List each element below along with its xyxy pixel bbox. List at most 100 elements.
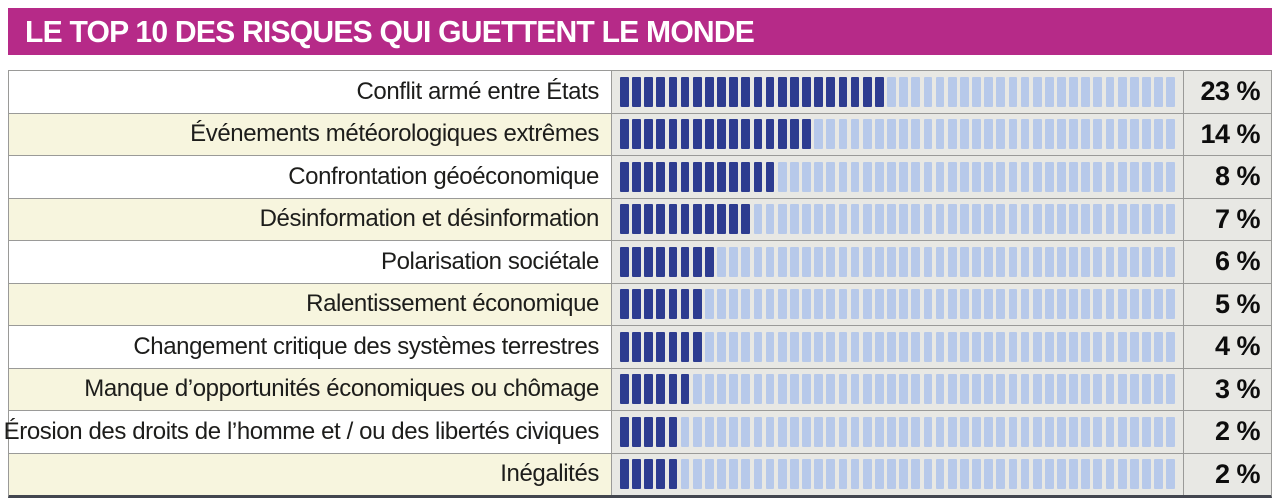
segment-filled xyxy=(668,246,678,277)
segment-filled xyxy=(765,161,775,192)
segment-empty xyxy=(814,459,823,490)
segment-empty xyxy=(1057,416,1066,447)
segment-empty xyxy=(850,416,860,447)
segment-filled xyxy=(620,416,629,447)
segment-empty xyxy=(765,459,775,490)
segment-empty xyxy=(704,416,714,447)
segment-empty xyxy=(1044,119,1054,150)
segment-empty xyxy=(911,289,921,320)
segment-empty xyxy=(814,374,823,405)
segment-empty xyxy=(862,331,872,362)
segment-empty xyxy=(972,204,981,235)
segment-empty xyxy=(1057,161,1066,192)
risk-label: Confrontation géoéconomique xyxy=(9,156,612,198)
segment-bar xyxy=(620,331,1176,362)
segment-empty xyxy=(984,161,993,192)
segment-filled xyxy=(741,119,751,150)
segment-filled xyxy=(668,204,678,235)
segment-empty xyxy=(1154,76,1163,107)
segment-filled xyxy=(680,204,690,235)
segment-empty xyxy=(789,204,799,235)
segment-empty xyxy=(1166,76,1176,107)
segment-empty xyxy=(838,204,848,235)
segment-empty xyxy=(1117,246,1127,277)
segment-empty xyxy=(959,416,969,447)
segment-empty xyxy=(1008,76,1018,107)
segment-filled xyxy=(632,331,641,362)
segment-empty xyxy=(1105,246,1115,277)
title-banner: LE TOP 10 DES RISQUES QUI GUETTENT LE MO… xyxy=(8,8,1272,55)
segment-empty xyxy=(850,204,860,235)
segment-empty xyxy=(704,289,714,320)
segment-empty xyxy=(947,374,957,405)
segment-empty xyxy=(814,331,823,362)
segment-filled xyxy=(692,161,702,192)
segment-empty xyxy=(814,161,823,192)
segment-filled xyxy=(838,76,848,107)
segment-empty xyxy=(753,374,763,405)
segment-empty xyxy=(838,416,848,447)
segment-empty xyxy=(996,161,1006,192)
segment-empty xyxy=(1081,204,1091,235)
segment-empty xyxy=(1044,204,1054,235)
segment-filled xyxy=(789,119,799,150)
segment-empty xyxy=(789,416,799,447)
segment-empty xyxy=(1129,459,1139,490)
segment-empty xyxy=(802,161,811,192)
segment-filled xyxy=(753,119,763,150)
table-row: Événements météorologiques extrêmes 14 % xyxy=(9,113,1271,156)
segment-empty xyxy=(984,459,993,490)
segment-filled xyxy=(632,119,641,150)
table-row: Conflit armé entre États 23 % xyxy=(9,71,1271,114)
segment-empty xyxy=(874,374,884,405)
segment-empty xyxy=(1166,289,1176,320)
segment-empty xyxy=(717,459,726,490)
segment-empty xyxy=(984,246,993,277)
segment-filled xyxy=(680,76,690,107)
segment-empty xyxy=(862,289,872,320)
segment-empty xyxy=(1057,204,1066,235)
segment-empty xyxy=(826,374,836,405)
segment-filled xyxy=(656,119,666,150)
segment-empty xyxy=(1154,374,1163,405)
segment-empty xyxy=(1032,204,1042,235)
segment-empty xyxy=(1020,416,1030,447)
segment-empty xyxy=(802,204,811,235)
segment-empty xyxy=(1069,331,1078,362)
segment-empty xyxy=(984,119,993,150)
segment-empty xyxy=(729,246,739,277)
segment-filled xyxy=(656,76,666,107)
segment-empty xyxy=(1142,416,1151,447)
segment-empty xyxy=(899,246,908,277)
segment-filled xyxy=(644,204,654,235)
segment-empty xyxy=(1081,246,1091,277)
segment-empty xyxy=(1154,331,1163,362)
segment-empty xyxy=(802,246,811,277)
table-row: Inégalités 2 % xyxy=(9,453,1271,495)
table-row: Manque d’opportunités économiques ou chô… xyxy=(9,368,1271,411)
segment-empty xyxy=(996,204,1006,235)
segment-bar xyxy=(620,76,1176,107)
segment-empty xyxy=(741,289,751,320)
segment-filled xyxy=(717,119,726,150)
segment-empty xyxy=(972,246,981,277)
segment-filled xyxy=(765,76,775,107)
segment-empty xyxy=(972,76,981,107)
bar-cell xyxy=(612,156,1183,198)
segment-empty xyxy=(923,119,933,150)
segment-filled xyxy=(644,331,654,362)
segment-filled xyxy=(704,76,714,107)
segment-empty xyxy=(753,331,763,362)
segment-empty xyxy=(887,374,896,405)
segment-filled xyxy=(680,374,690,405)
segment-empty xyxy=(911,246,921,277)
segment-filled xyxy=(704,246,714,277)
segment-empty xyxy=(838,246,848,277)
segment-filled xyxy=(668,289,678,320)
segment-empty xyxy=(1117,119,1127,150)
segment-empty xyxy=(741,246,751,277)
segment-empty xyxy=(972,119,981,150)
segment-empty xyxy=(838,119,848,150)
segment-filled xyxy=(644,119,654,150)
segment-filled xyxy=(620,331,629,362)
